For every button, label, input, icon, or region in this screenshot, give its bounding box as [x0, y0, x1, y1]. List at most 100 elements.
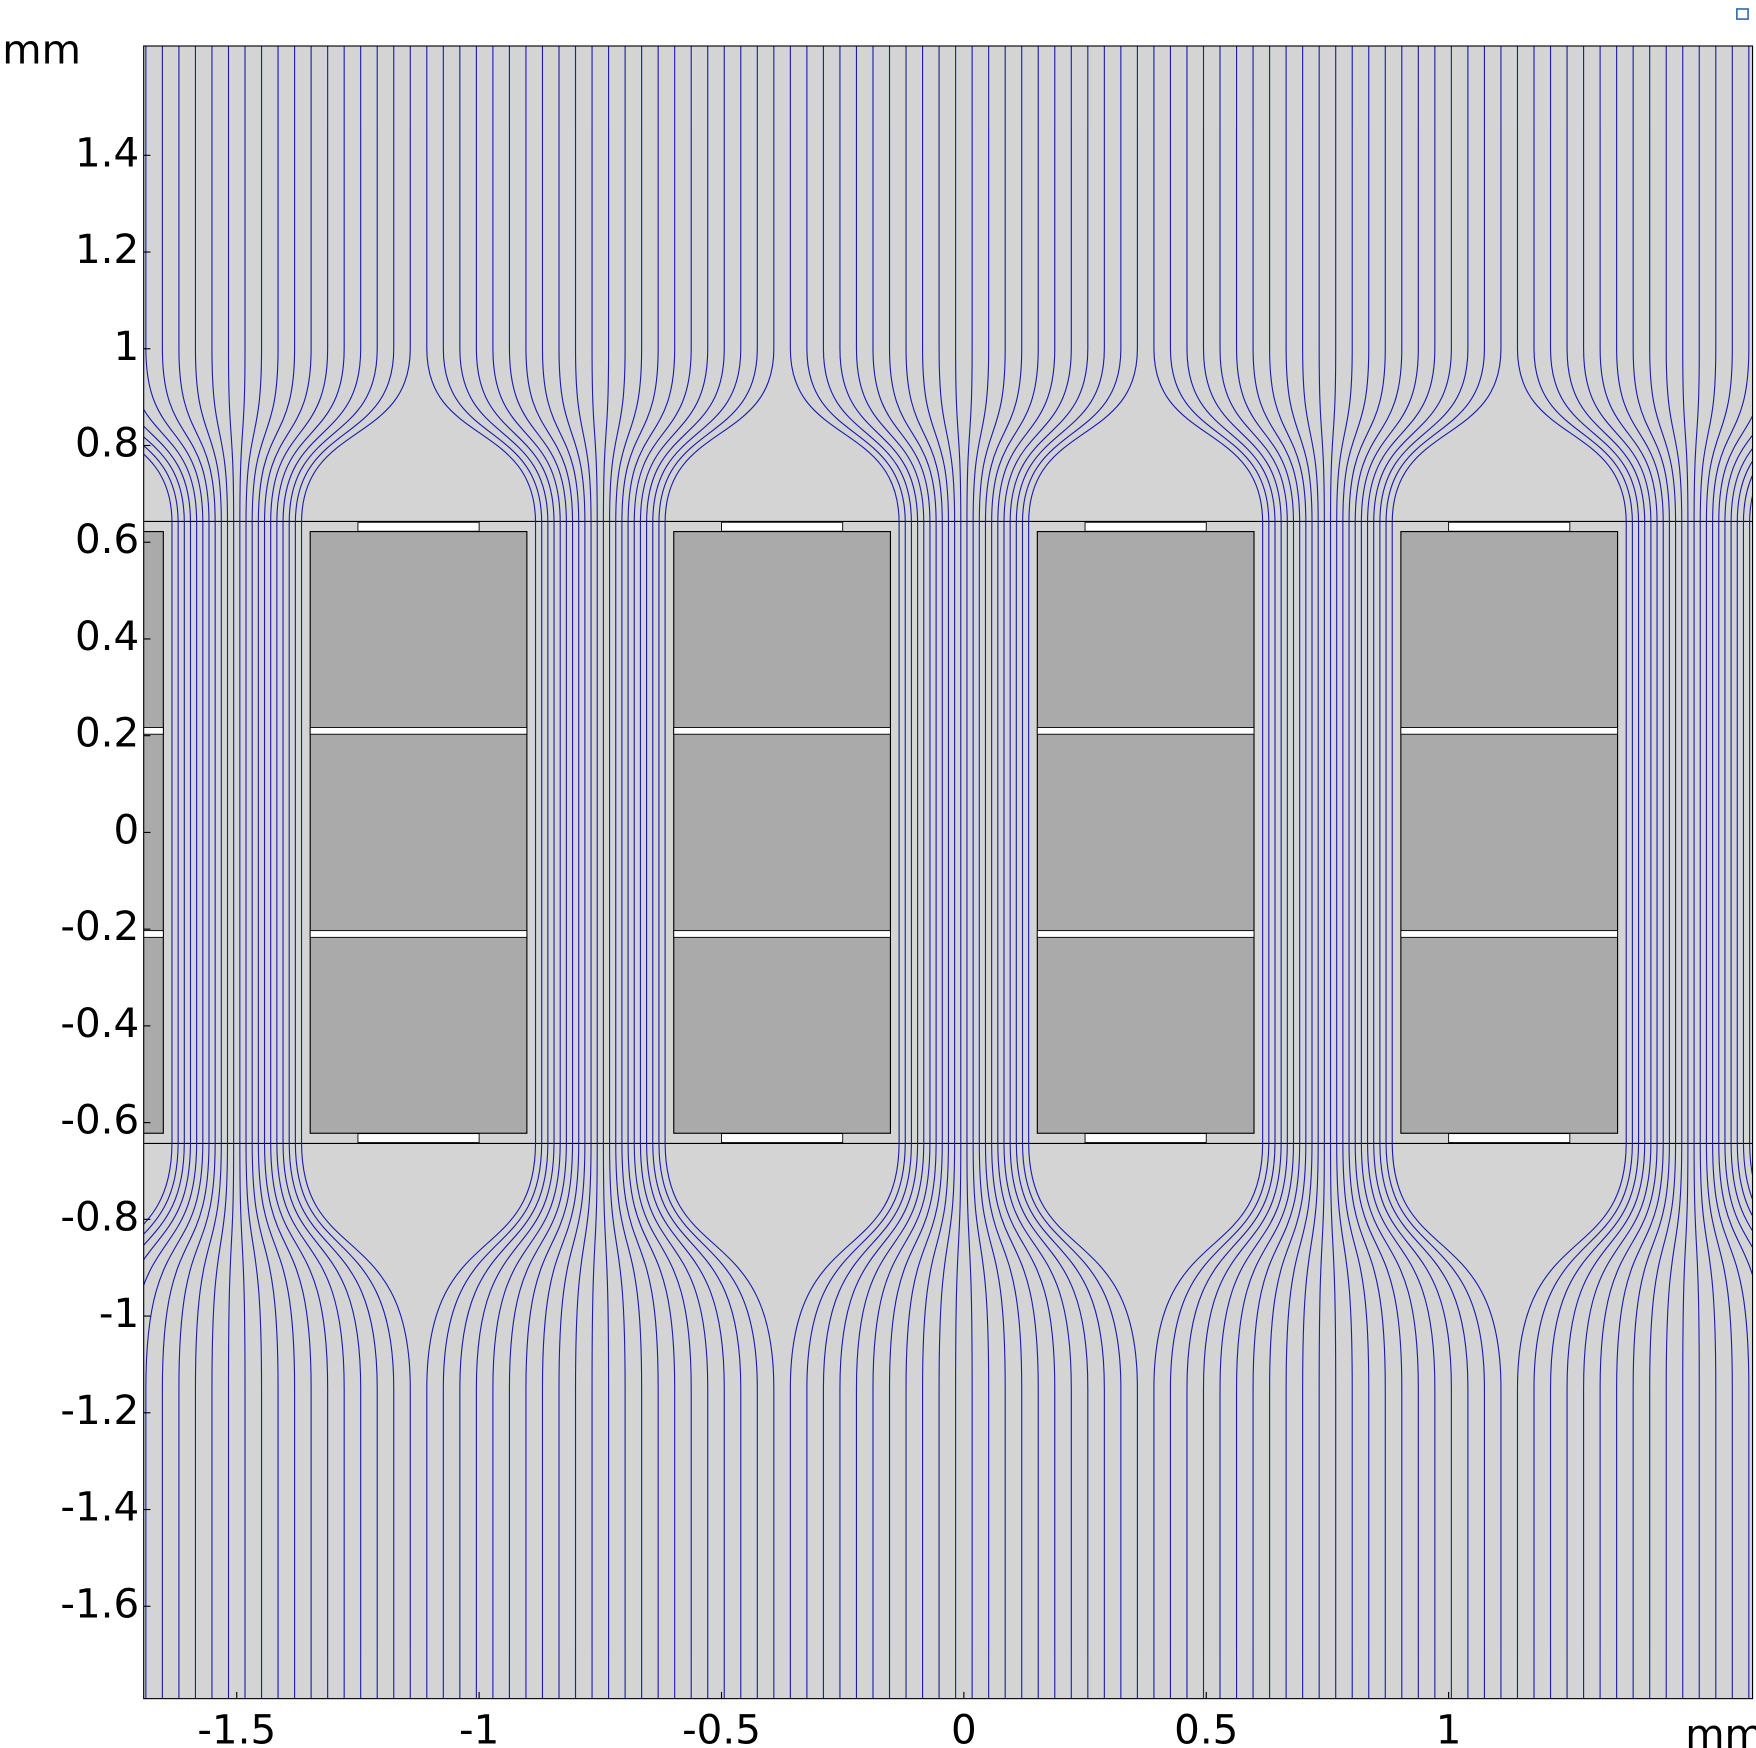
field-line: [1354, 46, 1403, 1699]
stripe: [721, 521, 844, 532]
gap: [1400, 727, 1619, 735]
field-line: [1379, 46, 1469, 1699]
field-line: [972, 46, 990, 1699]
field-line: [276, 46, 345, 1699]
gap: [143, 727, 164, 735]
gap: [1036, 727, 1255, 735]
field-line: [839, 46, 919, 1699]
y-tick-label: 0.4: [75, 613, 139, 660]
field-line: [145, 46, 204, 1699]
field-line: [966, 46, 973, 1699]
field-line: [855, 46, 925, 1699]
y-tick-label: 0.2: [75, 710, 139, 757]
field-line: [991, 46, 1039, 1699]
plot-area: [143, 46, 1753, 1699]
field-line: [664, 46, 775, 1699]
y-tick-label: -0.4: [60, 1000, 139, 1047]
field-line: [1730, 447, 1753, 1232]
field-line: [806, 46, 906, 1699]
gap: [673, 930, 891, 938]
field-line: [984, 46, 1023, 1699]
y-tick-label: 0: [113, 806, 139, 853]
y-tick-label: 1: [113, 323, 139, 370]
field-line: [621, 46, 659, 1699]
field-line: [1153, 46, 1264, 1699]
x-tick-label: -1.5: [197, 1706, 276, 1748]
field-line: [1516, 46, 1627, 1699]
field-line: [1583, 46, 1652, 1699]
field-line: [558, 46, 586, 1699]
field-line: [1329, 46, 1337, 1699]
field-line: [294, 46, 395, 1699]
field-line: [525, 46, 574, 1699]
field-line: [1616, 46, 1664, 1699]
field-line: [1366, 46, 1436, 1699]
stripe: [357, 521, 480, 532]
field-line: [1009, 46, 1089, 1699]
x-tick-label: -1: [459, 1706, 499, 1748]
field-line: [1742, 474, 1753, 1201]
field-line: [905, 46, 943, 1699]
field-line: [143, 445, 179, 1235]
y-unit: mm: [2, 27, 81, 74]
field-line: [1360, 46, 1419, 1699]
gap: [1400, 930, 1619, 938]
stripe: [357, 1133, 480, 1144]
field-line: [257, 46, 296, 1699]
field-line: [459, 46, 549, 1699]
field-line: [1348, 46, 1386, 1699]
field-line: [288, 46, 378, 1699]
y-tick-label: 0.8: [75, 419, 139, 466]
field-line: [822, 46, 912, 1699]
field-line: [541, 46, 580, 1699]
field-line: [1202, 46, 1282, 1699]
x-tick-label: 1: [1436, 1706, 1462, 1748]
x-tick-label: 0.5: [1174, 1706, 1238, 1748]
y-tick-label: 0.6: [75, 516, 139, 563]
field-line: [1724, 434, 1753, 1249]
field-line: [574, 46, 592, 1699]
field-line: [602, 46, 610, 1699]
field-line: [1269, 46, 1307, 1699]
field-line: [1302, 46, 1319, 1699]
gap: [309, 727, 528, 735]
field-line: [143, 436, 185, 1247]
x-tick-label: 0: [951, 1706, 977, 1748]
field-line: [1391, 46, 1502, 1699]
y-tick-label: -1.2: [60, 1387, 139, 1434]
block: [1400, 531, 1619, 1134]
field-line: [1021, 46, 1122, 1699]
field-line: [1373, 46, 1452, 1699]
x-unit: mm: [1685, 1711, 1756, 1748]
field-line: [646, 46, 725, 1699]
field-line: [143, 408, 198, 1287]
field-line: [658, 46, 758, 1699]
field-line: [1736, 460, 1753, 1218]
field-line: [178, 46, 216, 1699]
y-tick-label: 1.4: [75, 129, 139, 176]
field-line: [652, 46, 742, 1699]
y-tick-label: -1.6: [60, 1580, 139, 1627]
field-line: [1252, 46, 1301, 1699]
y-tick-label: -1.4: [60, 1484, 139, 1531]
field-line: [442, 46, 543, 1699]
field-line: [955, 46, 962, 1699]
field-line: [1285, 46, 1313, 1699]
field-line: [245, 46, 263, 1699]
plot-frame: [143, 45, 1754, 1700]
field-line: [1665, 46, 1683, 1699]
window-icon[interactable]: [1736, 8, 1749, 20]
y-tick-label: -0.8: [60, 1193, 139, 1240]
field-line: [227, 46, 235, 1699]
stripe: [1448, 521, 1571, 532]
field-line: [251, 46, 279, 1699]
field-line: [591, 46, 598, 1699]
field-line: [508, 46, 567, 1699]
field-line: [426, 46, 537, 1699]
gap: [1036, 930, 1255, 938]
field-line: [627, 46, 676, 1699]
block: [143, 531, 164, 1134]
field-line: [300, 46, 411, 1699]
field-line: [1682, 46, 1689, 1699]
